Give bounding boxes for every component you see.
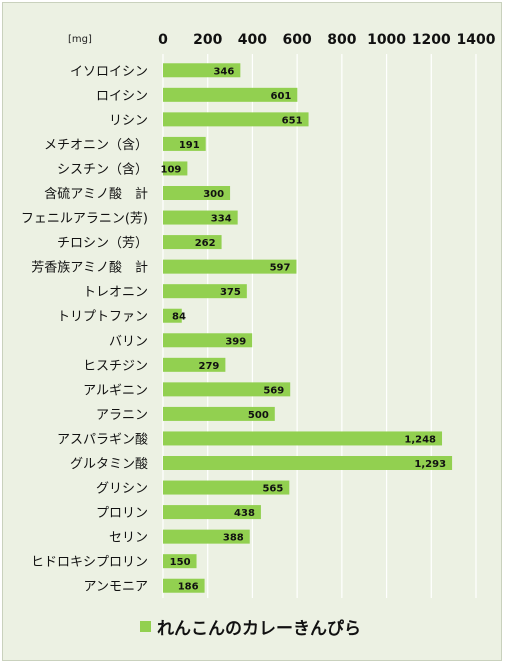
data-label: 597 bbox=[270, 263, 291, 274]
category-label: メチオニン（含） bbox=[44, 137, 148, 153]
bar bbox=[163, 112, 309, 127]
unit-label: [mg] bbox=[68, 34, 92, 45]
bar bbox=[163, 63, 241, 78]
x-tick-label: 400 bbox=[238, 32, 267, 48]
data-label: 375 bbox=[220, 287, 241, 298]
data-labels: 346 601 651 191 109 300 334 262 597 375 84 399 279 56… bbox=[160, 66, 446, 592]
x-tick-label: 200 bbox=[193, 32, 222, 48]
data-label: 500 bbox=[248, 410, 269, 421]
bar bbox=[163, 186, 231, 200]
category-label: リシン bbox=[109, 113, 148, 128]
bar bbox=[163, 161, 188, 176]
category-label: グルタミン酸 bbox=[70, 457, 148, 472]
bar bbox=[163, 431, 443, 446]
category-label: トレオニン bbox=[83, 285, 148, 300]
bar bbox=[163, 284, 247, 299]
x-tick-label: 600 bbox=[283, 32, 312, 48]
category-label: グリシン bbox=[96, 482, 148, 497]
category-label: アスパラギン酸 bbox=[57, 432, 148, 447]
category-label: アルギニン bbox=[83, 383, 148, 398]
data-label: 388 bbox=[223, 533, 244, 544]
category-label: シスチン（含） bbox=[57, 161, 148, 177]
category-label: イソロイシン bbox=[70, 64, 148, 79]
data-label: 109 bbox=[160, 164, 181, 175]
category-label: フェニルアラニン(芳) bbox=[21, 212, 148, 227]
x-tick-label: 1000 bbox=[367, 32, 406, 48]
category-label: チロシン（芳） bbox=[57, 236, 148, 251]
category-label: 含硫アミノ酸 計 bbox=[44, 186, 148, 202]
data-label: 1,248 bbox=[404, 434, 436, 445]
category-label: ヒスチジン bbox=[83, 359, 148, 374]
x-axis-ticks: 0 200 400 600 800 1000 1200 1400 bbox=[158, 32, 496, 48]
category-label: セリン bbox=[109, 531, 148, 546]
data-label: 1,293 bbox=[414, 459, 446, 470]
category-label: ロイシン bbox=[96, 89, 148, 104]
bar bbox=[163, 554, 197, 569]
data-label: 346 bbox=[213, 66, 234, 77]
bar bbox=[163, 333, 253, 348]
x-tick-label: 1400 bbox=[457, 32, 496, 48]
data-label: 334 bbox=[211, 214, 232, 225]
data-label: 300 bbox=[203, 189, 224, 200]
bar bbox=[163, 308, 182, 323]
bar bbox=[163, 456, 453, 470]
bar bbox=[163, 505, 261, 520]
data-label: 651 bbox=[282, 115, 303, 126]
data-label: 569 bbox=[263, 385, 284, 396]
bars bbox=[163, 63, 453, 593]
category-label: トリプトファン bbox=[57, 310, 148, 325]
bar bbox=[163, 578, 205, 593]
data-label: 279 bbox=[199, 361, 220, 372]
data-label: 186 bbox=[178, 582, 199, 593]
x-tick-label: 0 bbox=[158, 32, 168, 48]
data-label: 565 bbox=[262, 484, 283, 495]
bar bbox=[163, 529, 250, 544]
category-label: ヒドロキシプロリン bbox=[31, 555, 148, 570]
data-label: 84 bbox=[172, 312, 186, 323]
bar bbox=[163, 406, 275, 421]
bar bbox=[163, 259, 297, 274]
x-tick-label: 800 bbox=[327, 32, 356, 48]
category-label: プロリン bbox=[96, 506, 148, 521]
data-label: 438 bbox=[234, 508, 255, 519]
bar bbox=[163, 87, 298, 102]
bar bbox=[163, 136, 206, 151]
data-label: 150 bbox=[170, 557, 191, 568]
category-label: バリン bbox=[109, 334, 148, 349]
bar bbox=[163, 235, 222, 250]
legend-label: れんこんのカレーきんぴら bbox=[157, 619, 361, 639]
bar bbox=[163, 480, 290, 495]
category-label: 芳香族アミノ酸 計 bbox=[31, 260, 148, 276]
legend: れんこんのカレーきんぴら bbox=[140, 614, 361, 639]
data-label: 399 bbox=[225, 336, 246, 347]
data-label: 601 bbox=[270, 91, 291, 102]
bar bbox=[163, 382, 291, 397]
bar bbox=[163, 357, 226, 372]
bar bbox=[163, 210, 238, 225]
category-label: アラニン bbox=[96, 408, 148, 423]
category-label: アンモニア bbox=[84, 580, 148, 595]
legend-swatch bbox=[140, 621, 151, 632]
data-label: 191 bbox=[179, 140, 200, 151]
x-tick-label: 1200 bbox=[412, 32, 451, 48]
data-label: 262 bbox=[195, 238, 216, 249]
